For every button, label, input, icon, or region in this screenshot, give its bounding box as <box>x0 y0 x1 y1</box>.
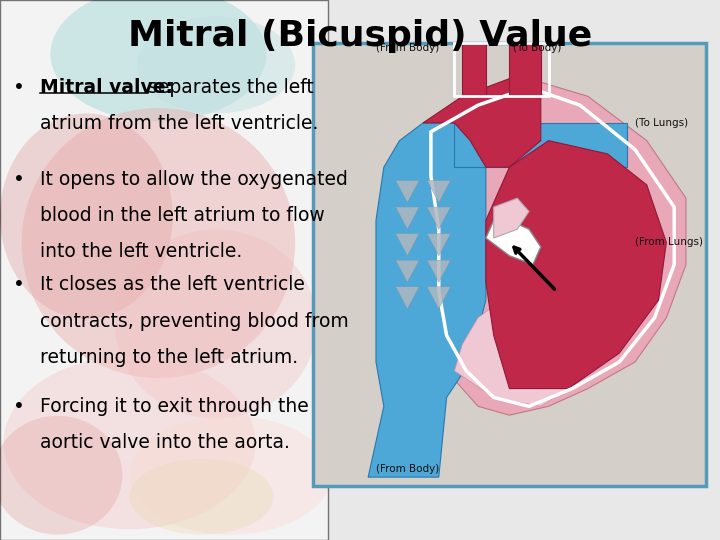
Text: aortic valve into the aorta.: aortic valve into the aorta. <box>40 433 289 452</box>
Ellipse shape <box>115 230 317 418</box>
Polygon shape <box>395 260 419 282</box>
Polygon shape <box>486 220 541 265</box>
Polygon shape <box>427 287 451 309</box>
Text: (From Body): (From Body) <box>376 464 439 474</box>
Polygon shape <box>510 43 541 96</box>
Text: •: • <box>13 170 24 189</box>
Ellipse shape <box>0 416 122 535</box>
Text: (From Body): (From Body) <box>376 43 439 53</box>
Polygon shape <box>462 43 486 96</box>
Ellipse shape <box>50 0 266 122</box>
Text: It opens to allow the oxygenated: It opens to allow the oxygenated <box>40 170 348 189</box>
Ellipse shape <box>4 356 256 529</box>
Ellipse shape <box>0 113 173 319</box>
Polygon shape <box>454 123 627 167</box>
Polygon shape <box>427 180 451 202</box>
Polygon shape <box>423 79 686 415</box>
Text: •: • <box>13 397 24 416</box>
Polygon shape <box>395 287 419 309</box>
Text: atrium from the left ventricle.: atrium from the left ventricle. <box>40 114 318 133</box>
Polygon shape <box>368 123 486 477</box>
Polygon shape <box>395 234 419 256</box>
Polygon shape <box>486 140 667 389</box>
Text: (To Lungs): (To Lungs) <box>635 118 688 128</box>
Polygon shape <box>395 180 419 202</box>
Ellipse shape <box>137 16 295 113</box>
Ellipse shape <box>22 108 295 378</box>
Polygon shape <box>395 207 419 229</box>
FancyBboxPatch shape <box>313 43 706 486</box>
Text: It closes as the left ventricle: It closes as the left ventricle <box>40 275 305 294</box>
Text: separates the left: separates the left <box>148 78 314 97</box>
Polygon shape <box>427 260 451 282</box>
Text: •: • <box>13 78 24 97</box>
Text: (From Lungs): (From Lungs) <box>635 238 703 247</box>
Text: Mitral valve:: Mitral valve: <box>40 78 179 97</box>
Ellipse shape <box>130 416 331 535</box>
Polygon shape <box>423 79 541 167</box>
Text: Mitral (Bicuspid) Value: Mitral (Bicuspid) Value <box>128 19 592 53</box>
Polygon shape <box>427 234 451 256</box>
Text: (To Body): (To Body) <box>513 43 561 53</box>
Polygon shape <box>427 207 451 229</box>
Text: into the left ventricle.: into the left ventricle. <box>40 242 242 261</box>
Text: contracts, preventing blood from: contracts, preventing blood from <box>40 312 348 330</box>
Text: blood in the left atrium to flow: blood in the left atrium to flow <box>40 206 324 225</box>
Ellipse shape <box>130 459 274 535</box>
Text: Forcing it to exit through the: Forcing it to exit through the <box>40 397 308 416</box>
Polygon shape <box>454 300 568 406</box>
FancyBboxPatch shape <box>0 0 328 540</box>
Text: returning to the left atrium.: returning to the left atrium. <box>40 348 298 367</box>
Text: •: • <box>13 275 24 294</box>
Polygon shape <box>494 198 529 238</box>
